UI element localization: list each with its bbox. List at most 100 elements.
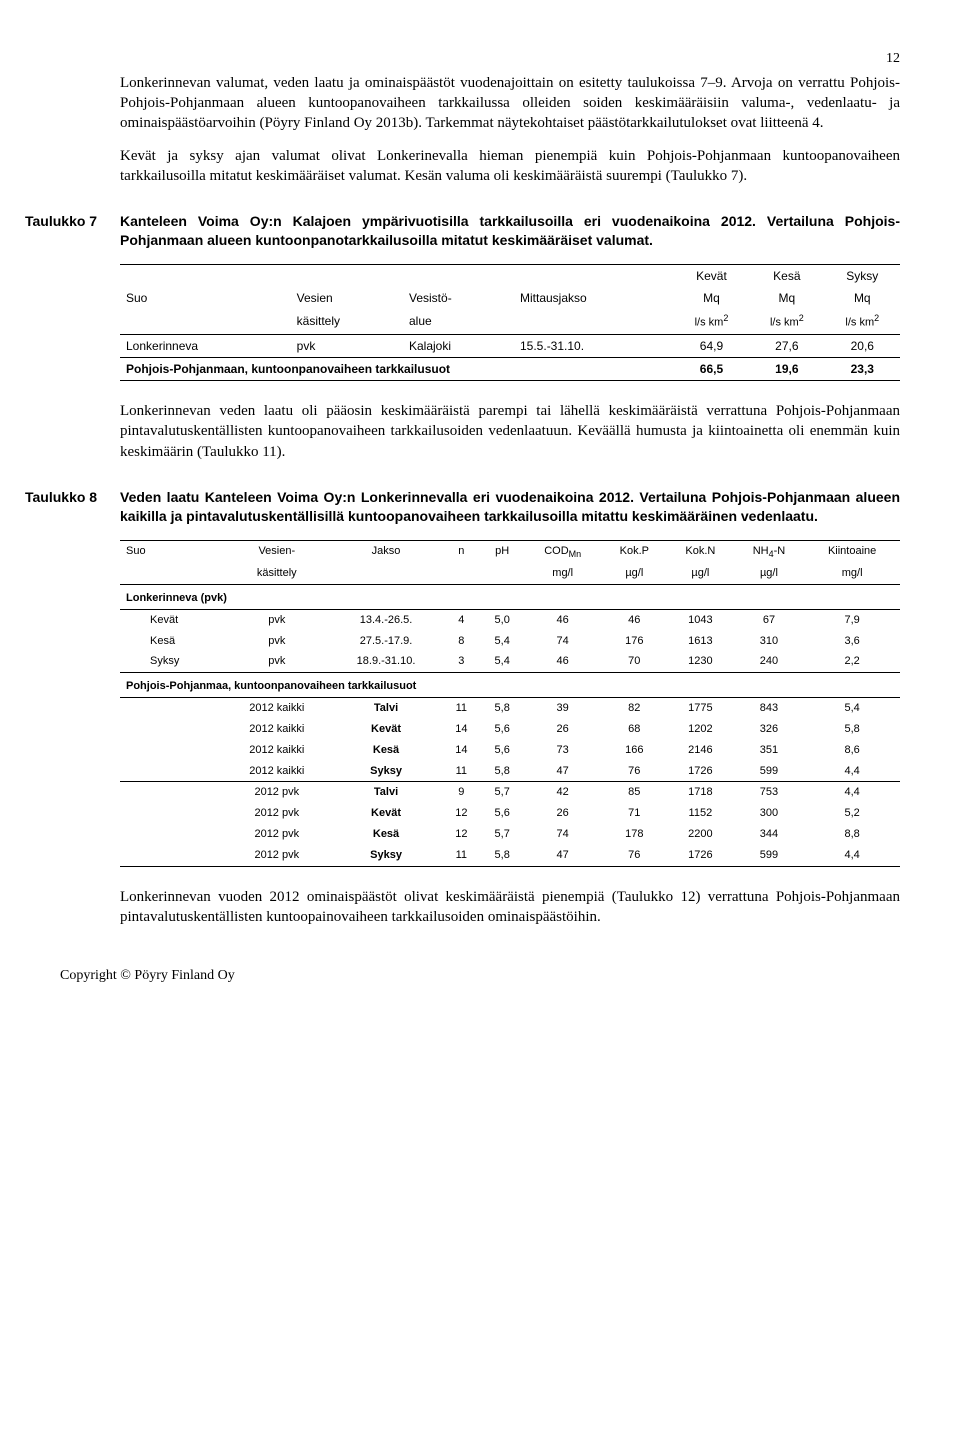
t7-col2-2: alue: [403, 309, 514, 334]
t8-r2-6-c8: 344: [734, 824, 805, 845]
t7-col-3: Mittausjakso: [514, 287, 674, 309]
t8-r1-2-c4: 5,4: [481, 651, 524, 672]
t8-r2-3-c6: 76: [602, 761, 668, 782]
t8-r1-0-c1: pvk: [224, 609, 330, 630]
t8-r2-5-c7: 1152: [667, 803, 734, 824]
t8-r1-0-c5: 46: [524, 609, 602, 630]
t8-r2-0-c1: 2012 kaikki: [224, 698, 330, 719]
t8-r2-0-c4: 5,8: [481, 698, 524, 719]
t8-r2-6-c1: 2012 pvk: [224, 824, 330, 845]
t8-r2-1-c0: [120, 719, 224, 740]
t8-r1-0-c3: 4: [442, 609, 480, 630]
t8-r1-2-c6: 70: [602, 651, 668, 672]
t8-r2-7-c5: 47: [524, 845, 602, 866]
t8-r2-7-c6: 76: [602, 845, 668, 866]
t8-r2-0-c0: [120, 698, 224, 719]
t7-col2-1: käsittely: [291, 309, 403, 334]
t8-r2-2-c9: 8,6: [804, 740, 900, 761]
t8-r2-3-c3: 11: [442, 761, 480, 782]
t8-r1-2-c5: 46: [524, 651, 602, 672]
t8-r2-6-c0: [120, 824, 224, 845]
t8-r2-3-c1: 2012 kaikki: [224, 761, 330, 782]
t8-r1-1-c1: pvk: [224, 631, 330, 652]
t8-r2-4-c2: Talvi: [330, 782, 442, 803]
t8-r2-0-c8: 843: [734, 698, 805, 719]
t8-r1-1-c8: 310: [734, 631, 805, 652]
t8-r1-0-c9: 7,9: [804, 609, 900, 630]
t8-r2-5-c3: 12: [442, 803, 480, 824]
t8-r2-0-c9: 5,4: [804, 698, 900, 719]
t8-r1-1-c4: 5,4: [481, 631, 524, 652]
t8-h2-8: µg/l: [734, 563, 805, 584]
t8-r1-1-c7: 1613: [667, 631, 734, 652]
t8-r2-5-c4: 5,6: [481, 803, 524, 824]
table7-label: Taulukko 7: [25, 212, 120, 250]
t8-r2-6-c9: 8,8: [804, 824, 900, 845]
t8-r2-3-c8: 599: [734, 761, 805, 782]
t7-r0-c3: 15.5.-31.10.: [514, 334, 674, 357]
t7-col-6: Mq: [825, 287, 900, 309]
paragraph-4: Lonkerinnevan vuoden 2012 ominaispäästöt…: [120, 887, 900, 928]
table8-caption: Taulukko 8 Veden laatu Kanteleen Voima O…: [120, 488, 900, 526]
t8-r2-7-c2: Syksy: [330, 845, 442, 866]
t8-h2-7: µg/l: [667, 563, 734, 584]
t7-col2-4: l/s km2: [674, 309, 749, 334]
paragraph-3: Lonkerinnevan veden laatu oli pääosin ke…: [120, 401, 900, 462]
table8-label: Taulukko 8: [25, 488, 120, 526]
t7-r0-c2: Kalajoki: [403, 334, 514, 357]
t7-r0-c1: pvk: [291, 334, 403, 357]
t8-r2-3-c0: [120, 761, 224, 782]
t8-h1-2: Jakso: [330, 540, 442, 563]
t8-r2-5-c8: 300: [734, 803, 805, 824]
t7-col-2: Vesistö-: [403, 287, 514, 309]
t8-r2-6-c4: 5,7: [481, 824, 524, 845]
t8-r2-2-c7: 2146: [667, 740, 734, 761]
t8-h2-1: käsittely: [224, 563, 330, 584]
t8-r1-0-c4: 5,0: [481, 609, 524, 630]
t8-h1-5: CODMn: [524, 540, 602, 563]
t8-r2-1-c9: 5,8: [804, 719, 900, 740]
t8-r1-2-c1: pvk: [224, 651, 330, 672]
t8-r2-6-c2: Kesä: [330, 824, 442, 845]
t8-r2-7-c7: 1726: [667, 845, 734, 866]
t8-h2-5: mg/l: [524, 563, 602, 584]
t8-r1-2-c3: 3: [442, 651, 480, 672]
t8-r1-2-c0: Syksy: [120, 651, 224, 672]
t7-col-4: Mq: [674, 287, 749, 309]
t8-r2-0-c5: 39: [524, 698, 602, 719]
paragraph-2: Kevät ja syksy ajan valumat olivat Lonke…: [120, 146, 900, 187]
t8-r2-6-c3: 12: [442, 824, 480, 845]
t8-r2-2-c8: 351: [734, 740, 805, 761]
t8-r2-7-c1: 2012 pvk: [224, 845, 330, 866]
t8-r2-4-c5: 42: [524, 782, 602, 803]
t8-r1-0-c0: Kevät: [120, 609, 224, 630]
t8-r2-0-c6: 82: [602, 698, 668, 719]
t8-r1-0-c6: 46: [602, 609, 668, 630]
t8-h2-6: µg/l: [602, 563, 668, 584]
t8-r2-7-c4: 5,8: [481, 845, 524, 866]
t8-r1-1-c2: 27.5.-17.9.: [330, 631, 442, 652]
t8-r2-2-c3: 14: [442, 740, 480, 761]
t8-sect1: Lonkerinneva (pvk): [120, 584, 900, 609]
t8-r2-1-c6: 68: [602, 719, 668, 740]
t7-sum-1: 19,6: [749, 357, 824, 380]
t8-r2-1-c7: 1202: [667, 719, 734, 740]
t7-sum-0: 66,5: [674, 357, 749, 380]
t8-r2-2-c1: 2012 kaikki: [224, 740, 330, 761]
t8-r2-1-c4: 5,6: [481, 719, 524, 740]
t8-h1-4: pH: [481, 540, 524, 563]
t8-r2-5-c6: 71: [602, 803, 668, 824]
t8-h1-9: Kiintoaine: [804, 540, 900, 563]
t8-r2-2-c5: 73: [524, 740, 602, 761]
t8-r2-4-c6: 85: [602, 782, 668, 803]
t7-col-1: Vesien: [291, 287, 403, 309]
t7-summary-label: Pohjois-Pohjanmaan, kuntoonpanovaiheen t…: [120, 357, 674, 380]
t8-r2-5-c2: Kevät: [330, 803, 442, 824]
t8-r2-4-c8: 753: [734, 782, 805, 803]
t8-r2-0-c2: Talvi: [330, 698, 442, 719]
t7-season-0: Kevät: [674, 264, 749, 287]
t8-r1-2-c8: 240: [734, 651, 805, 672]
t8-r2-7-c8: 599: [734, 845, 805, 866]
t8-r2-1-c5: 26: [524, 719, 602, 740]
t7-col2-5: l/s km2: [749, 309, 824, 334]
